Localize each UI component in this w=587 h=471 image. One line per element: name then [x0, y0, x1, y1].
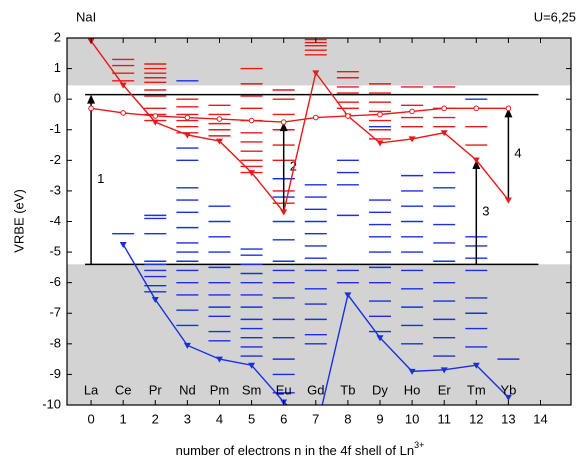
y-tick-label: -9	[49, 366, 61, 381]
point-marker	[215, 138, 223, 145]
point-marker	[408, 368, 416, 375]
x-tick-label: 9	[376, 411, 383, 426]
x-tick-label: 5	[248, 411, 255, 426]
x-axis-label: number of electrons n in the 4f shell of…	[176, 440, 425, 458]
series-line	[90, 40, 509, 214]
x-axis-label-sup: 3+	[414, 440, 424, 450]
point-marker	[504, 394, 512, 401]
point-marker	[472, 362, 480, 369]
y-axis-label: VRBE (eV)	[11, 189, 26, 253]
element-label: Ho	[404, 383, 421, 398]
y-tick-label: 2	[54, 29, 61, 44]
x-tick-label: 14	[533, 411, 547, 426]
point-marker	[473, 105, 480, 112]
y-tick-label: -1	[49, 121, 61, 136]
point-marker	[152, 113, 159, 119]
y-tick-label: -10	[42, 396, 61, 411]
y-tick-label: 0	[54, 91, 61, 106]
point-marker	[312, 114, 319, 121]
x-tick-label: 11	[437, 411, 451, 426]
arrow-label: 4	[514, 146, 521, 161]
point-marker	[183, 342, 191, 349]
point-marker	[344, 292, 352, 299]
point-marker	[505, 105, 512, 112]
element-label: Ce	[115, 383, 132, 398]
series-line	[90, 107, 509, 123]
point-marker	[216, 116, 223, 122]
element-label: Eu	[276, 383, 292, 398]
arrow-label: 2	[290, 158, 297, 173]
x-axis-label-main: number of electrons n in the 4f shell of…	[176, 443, 414, 458]
element-label: Dy	[372, 383, 388, 398]
y-tick-label: -7	[49, 305, 61, 320]
x-tick-label: 13	[501, 411, 515, 426]
point-marker	[280, 119, 287, 125]
point-marker	[151, 119, 159, 126]
arrow-head	[87, 94, 96, 104]
x-tick-label: 0	[87, 411, 94, 426]
point-marker	[215, 356, 223, 363]
point-marker	[120, 110, 126, 116]
y-tick-label: -4	[49, 213, 61, 228]
arrow-head	[472, 160, 481, 170]
point-marker	[184, 114, 191, 121]
arrow-head	[279, 122, 288, 132]
point-marker	[248, 117, 255, 124]
element-label: Er	[438, 383, 452, 398]
point-marker	[377, 111, 383, 118]
point-marker	[440, 130, 448, 137]
point-marker	[376, 140, 384, 147]
y-tick-label: -6	[49, 274, 61, 289]
point-marker	[409, 108, 415, 115]
element-label: Pm	[210, 383, 230, 398]
x-tick-label: 4	[216, 411, 223, 426]
element-label: Sm	[242, 383, 262, 398]
point-marker	[119, 82, 127, 89]
point-marker	[248, 362, 256, 369]
point-marker	[88, 105, 94, 112]
point-marker	[408, 136, 416, 143]
point-marker	[472, 157, 480, 164]
arrow-head	[504, 108, 513, 118]
x-tick-label: 6	[280, 411, 287, 426]
y-tick-label: -5	[49, 244, 61, 259]
element-label: La	[84, 383, 99, 398]
point-marker	[280, 209, 288, 216]
x-tick-label: 12	[469, 411, 483, 426]
element-label: Tm	[467, 383, 486, 398]
x-tick-label: 10	[405, 411, 419, 426]
x-tick-label: 3	[184, 411, 191, 426]
point-marker	[441, 105, 447, 112]
point-marker	[504, 197, 512, 204]
arrow-label: 1	[97, 171, 104, 186]
element-label: Nd	[179, 383, 196, 398]
x-tick-label: 2	[152, 411, 159, 426]
chart-subtitle: U=6,25	[534, 9, 576, 24]
point-marker	[248, 170, 256, 177]
point-marker	[312, 430, 319, 436]
y-tick-label: -3	[49, 182, 61, 197]
point-marker	[183, 132, 191, 139]
arrow-label: 3	[482, 204, 489, 219]
point-marker	[151, 296, 159, 303]
element-label: Tb	[340, 383, 355, 398]
point-marker	[376, 335, 384, 342]
point-marker	[345, 113, 351, 119]
element-label: Gd	[307, 383, 324, 398]
element-label: Pr	[149, 383, 163, 398]
x-tick-label: 7	[312, 411, 319, 426]
point-marker	[312, 70, 320, 77]
y-tick-label: 1	[54, 60, 61, 75]
x-tick-label: 1	[120, 411, 127, 426]
x-tick-label: 8	[344, 411, 351, 426]
point-marker	[119, 241, 127, 248]
point-marker	[440, 367, 448, 374]
y-tick-label: -2	[49, 152, 61, 167]
chart-title: NaI	[76, 9, 96, 24]
element-label: Yb	[500, 383, 516, 398]
y-tick-label: -8	[49, 335, 61, 350]
